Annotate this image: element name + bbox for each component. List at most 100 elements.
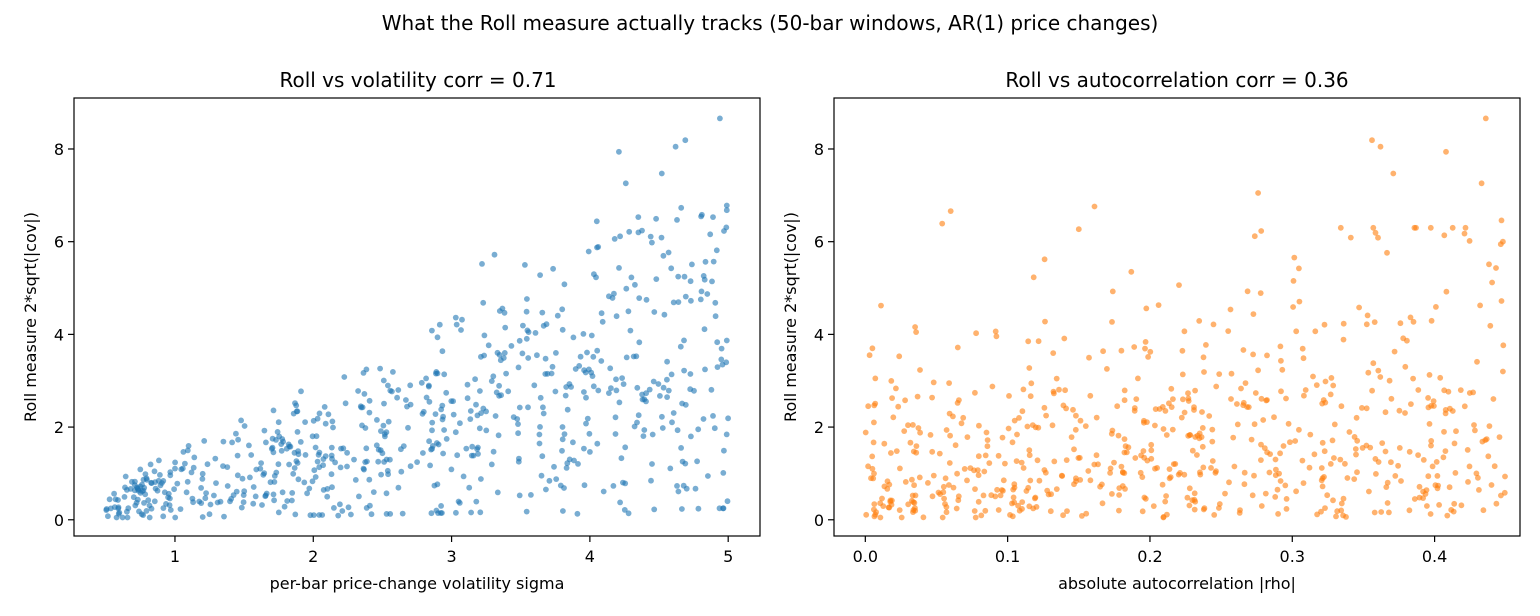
scatter-point <box>986 460 993 466</box>
scatter-point <box>276 433 283 440</box>
scatter-point <box>682 293 689 300</box>
scatter-point <box>543 486 549 493</box>
scatter-point <box>1019 506 1025 512</box>
scatter-point <box>999 487 1005 493</box>
scatter-point <box>905 501 912 508</box>
scatter-point <box>182 460 188 467</box>
scatter-point <box>292 400 298 406</box>
scatter-point <box>954 400 961 406</box>
scatter-point <box>939 220 946 227</box>
scatter-point <box>943 504 950 510</box>
scatter-point <box>1327 461 1334 467</box>
scatter-point <box>143 508 150 514</box>
scatter-point <box>306 485 313 492</box>
scatter-point <box>488 378 495 384</box>
scatter-point <box>590 353 597 360</box>
scatter-point <box>613 376 619 383</box>
scatter-point <box>359 404 366 411</box>
scatter-point <box>1155 302 1162 308</box>
scatter-point <box>1299 345 1306 352</box>
scatter-point <box>1070 406 1076 413</box>
scatter-point <box>229 439 236 446</box>
scatter-point <box>983 429 990 436</box>
scatter-point <box>523 308 530 315</box>
scatter-point <box>1258 395 1265 402</box>
scatter-point <box>674 427 681 434</box>
scatter-point <box>1498 217 1505 224</box>
scatter-point <box>1377 143 1384 150</box>
scatter-point <box>363 366 370 373</box>
scatter-point <box>375 458 382 465</box>
scatter-point <box>1198 434 1205 440</box>
scatter-point <box>1280 443 1287 449</box>
scatter-point <box>967 465 974 471</box>
scatter-point <box>132 478 138 485</box>
scatter-point <box>364 458 370 465</box>
scatter-point <box>1181 328 1188 335</box>
scatter-point <box>863 511 870 518</box>
scatter-point <box>1185 395 1192 402</box>
scatter-point <box>198 485 205 491</box>
scatter-point <box>142 491 149 498</box>
scatter-point <box>1029 422 1036 428</box>
scatter-point <box>1125 444 1132 451</box>
panel-autocorrelation-frame <box>833 97 1521 537</box>
scatter-point <box>516 404 523 411</box>
scatter-point <box>997 492 1004 499</box>
scatter-point <box>600 488 607 495</box>
scatter-point <box>1392 473 1399 479</box>
scatter-point <box>712 299 719 306</box>
scatter-point <box>1433 304 1439 310</box>
scatter-point <box>563 384 570 390</box>
scatter-point <box>532 330 539 336</box>
scatter-point <box>1162 498 1169 505</box>
scatter-point <box>660 384 667 391</box>
scatter-point <box>1020 386 1027 393</box>
scatter-point <box>466 484 473 491</box>
scatter-point <box>1231 463 1238 470</box>
scatter-point <box>953 505 960 512</box>
scatter-point <box>878 302 884 309</box>
scatter-point <box>423 375 429 382</box>
scatter-point <box>1290 278 1297 284</box>
scatter-point <box>491 251 498 258</box>
scatter-point <box>1420 457 1427 463</box>
scatter-point <box>1370 360 1377 367</box>
scatter-point <box>1226 479 1232 486</box>
scatter-point <box>1200 464 1207 471</box>
scatter-point <box>328 471 335 478</box>
scatter-point <box>399 510 406 517</box>
scatter-point <box>174 480 181 487</box>
scatter-point <box>1384 479 1391 486</box>
scatter-point <box>1019 408 1026 415</box>
scatter-point <box>709 278 715 285</box>
scatter-point <box>1415 452 1421 458</box>
scatter-point <box>936 450 943 457</box>
scatter-point <box>1262 490 1269 497</box>
panel-volatility-yticks: 0 2 4 6 8 <box>54 140 74 530</box>
scatter-point <box>1128 268 1135 275</box>
scatter-point <box>546 477 553 484</box>
scatter-point <box>473 401 479 408</box>
scatter-point <box>199 470 206 477</box>
scatter-point <box>616 148 622 155</box>
scatter-point <box>1428 442 1434 449</box>
scatter-point <box>234 472 241 479</box>
scatter-point <box>425 383 432 390</box>
scatter-point <box>1234 421 1241 428</box>
scatter-point <box>1275 511 1281 517</box>
scatter-point <box>1440 454 1447 461</box>
scatter-point <box>947 208 954 215</box>
scatter-point <box>1410 375 1416 382</box>
scatter-point <box>1082 423 1089 429</box>
figure-suptitle: What the Roll measure actually tracks (5… <box>382 11 1159 35</box>
scatter-point <box>134 496 141 503</box>
scatter-point <box>1260 417 1267 423</box>
scatter-point <box>677 343 684 350</box>
scatter-point <box>653 276 660 282</box>
scatter-point <box>1472 427 1478 434</box>
scatter-point <box>351 456 357 463</box>
scatter-point <box>438 406 445 413</box>
scatter-point <box>598 310 605 317</box>
scatter-point <box>426 398 433 405</box>
